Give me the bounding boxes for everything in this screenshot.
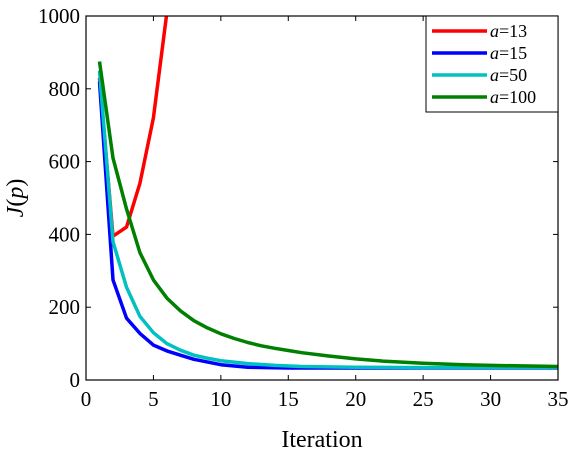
x-tick-label: 0	[81, 387, 92, 411]
x-tick-label: 25	[413, 387, 434, 411]
plot-lines	[97, 16, 558, 370]
y-tick-label: 400	[49, 222, 81, 246]
y-axis-label: J(p)	[3, 179, 29, 218]
legend-label: a=15	[490, 43, 527, 63]
x-tick-label: 30	[480, 387, 501, 411]
x-tick-label: 35	[548, 387, 569, 411]
series-line-1	[97, 81, 558, 370]
legend-label: a=100	[490, 87, 536, 107]
legend-label: a=50	[490, 65, 527, 85]
x-tick-label: 20	[345, 387, 366, 411]
y-tick-label: 200	[49, 295, 81, 319]
y-tick-label: 1000	[38, 4, 80, 28]
x-tick-label: 5	[148, 387, 159, 411]
legend-label: a=13	[490, 21, 527, 41]
tick-labels: 0 5 10 15 20 25 30 35 0 200 400 600 800 1000	[38, 4, 569, 411]
x-tick-label: 15	[278, 387, 299, 411]
legend: a=13a=15a=50a=100	[425, 15, 559, 113]
y-tick-label: 600	[49, 150, 81, 174]
series-line-2	[97, 70, 558, 370]
series-line-3	[97, 61, 558, 369]
y-tick-label: 0	[70, 368, 81, 392]
y-tick-label: 800	[49, 77, 81, 101]
x-tick-label: 10	[210, 387, 231, 411]
plot-frame	[85, 15, 559, 381]
x-axis-label: Iteration	[281, 427, 362, 453]
